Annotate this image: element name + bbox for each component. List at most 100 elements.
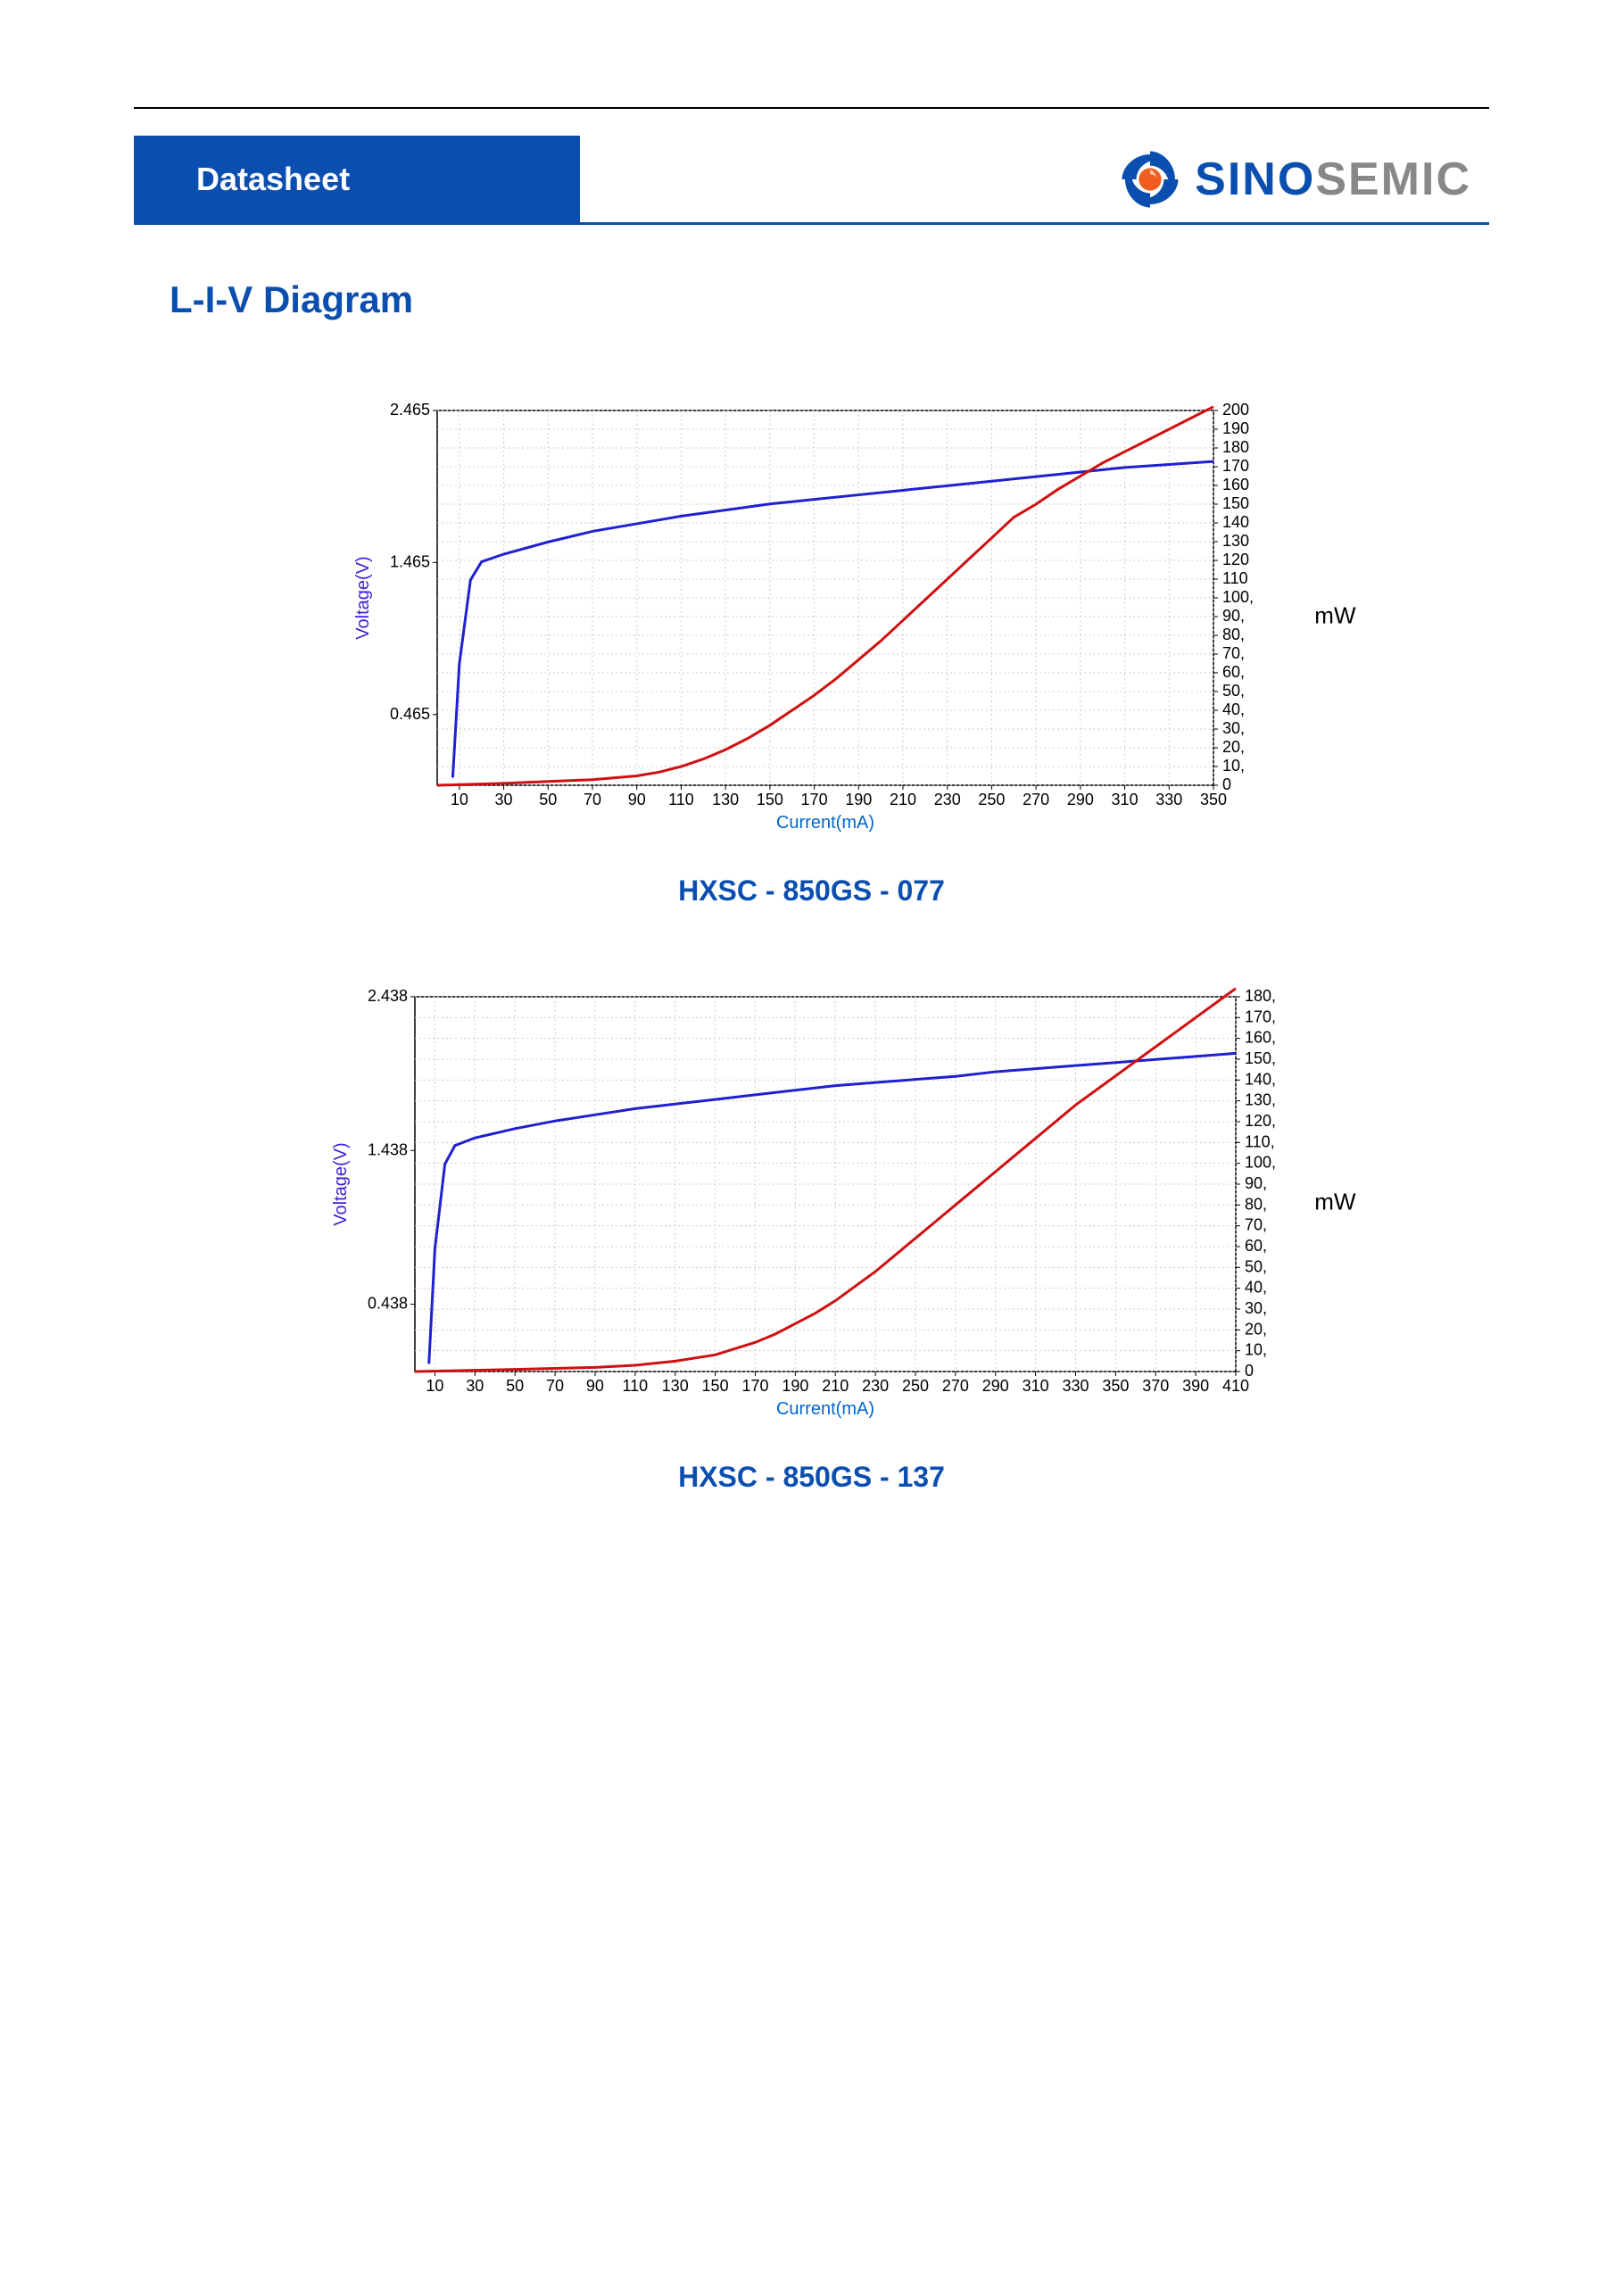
chart-container: 1030507090110130150170190210230250270290… <box>321 393 1303 839</box>
right-tick-label: 110, <box>1245 1132 1275 1150</box>
right-tick-label: 180, <box>1245 987 1276 1005</box>
right-tick-label: 60, <box>1222 663 1245 681</box>
right-tick-label: 100, <box>1245 1154 1276 1172</box>
right-tick-label: 120 <box>1222 551 1249 568</box>
right-tick-label: 140, <box>1245 1070 1276 1088</box>
liv-chart: 1030507090110130150170190210230250270290… <box>352 393 1271 839</box>
section-title: L-I-V Diagram <box>170 278 1489 321</box>
x-tick-label: 130 <box>661 1377 688 1395</box>
x-tick-label: 390 <box>1182 1377 1209 1395</box>
x-tick-label: 150 <box>701 1377 728 1395</box>
right-tick-label: 20, <box>1222 738 1245 756</box>
left-tick-label: 1.438 <box>367 1140 407 1158</box>
x-tick-label: 410 <box>1221 1377 1248 1395</box>
left-tick-label: 0.438 <box>367 1295 407 1313</box>
right-tick-label: 180 <box>1222 438 1249 456</box>
x-tick-label: 350 <box>1102 1377 1129 1395</box>
right-tick-label: 80, <box>1222 626 1245 643</box>
right-tick-label: 0 <box>1222 775 1231 793</box>
x-tick-label: 90 <box>627 791 645 808</box>
right-tick-label: 10, <box>1245 1341 1267 1359</box>
x-axis-label: Current(mA) <box>775 1399 874 1419</box>
x-tick-label: 110 <box>622 1377 648 1395</box>
right-tick-label: 150, <box>1245 1049 1276 1067</box>
logo-icon <box>1119 148 1181 211</box>
header-rule <box>134 107 1489 109</box>
right-tick-label: 40, <box>1222 700 1245 718</box>
x-tick-label: 330 <box>1155 791 1182 808</box>
x-tick-label: 90 <box>585 1377 603 1395</box>
x-tick-label: 110 <box>668 791 694 808</box>
x-tick-label: 30 <box>494 791 512 808</box>
right-axis-label: mW <box>1314 602 1355 630</box>
right-tick-label: 50, <box>1245 1257 1267 1275</box>
x-tick-label: 270 <box>941 1377 968 1395</box>
right-tick-label: 140 <box>1222 513 1249 531</box>
x-tick-label: 250 <box>978 791 1005 808</box>
x-tick-label: 50 <box>539 791 557 808</box>
x-tick-label: 10 <box>450 791 468 808</box>
x-tick-label: 70 <box>546 1377 564 1395</box>
x-tick-label: 290 <box>981 1377 1008 1395</box>
liv-chart: 10 30 50 70 90 110 130 150 170 190 210 230 250 270 290… <box>330 979 1294 1425</box>
x-tick-label: 350 <box>1199 791 1226 808</box>
x-tick-label: 230 <box>933 791 960 808</box>
x-tick-label: 150 <box>756 791 783 808</box>
right-axis-label: mW <box>1314 1189 1355 1216</box>
x-tick-label: 130 <box>712 791 739 808</box>
right-tick-label: 60, <box>1245 1237 1267 1255</box>
chart-caption: HXSC - 850GS - 137 <box>134 1461 1489 1494</box>
right-tick-label: 90, <box>1245 1174 1267 1192</box>
x-tick-label: 230 <box>862 1377 889 1395</box>
right-tick-label: 160, <box>1245 1029 1276 1047</box>
x-tick-label: 210 <box>822 1377 849 1395</box>
x-tick-label: 370 <box>1142 1377 1169 1395</box>
x-tick-label: 10 <box>426 1377 443 1395</box>
x-axis-label: Current(mA) <box>775 813 874 833</box>
y-axis-left-label: Voltage(V) <box>353 556 373 639</box>
logo-sino: SINO <box>1195 153 1315 205</box>
x-tick-label: 190 <box>845 791 872 808</box>
left-tick-label: 2.465 <box>389 401 429 419</box>
y-axis-left-label: Voltage(V) <box>331 1142 351 1225</box>
x-tick-label: 30 <box>466 1377 484 1395</box>
left-tick-label: 2.438 <box>367 987 407 1005</box>
x-tick-label: 330 <box>1062 1377 1089 1395</box>
right-tick-label: 120, <box>1245 1112 1276 1130</box>
datasheet-label: Datasheet <box>134 136 580 222</box>
logo-semic: SEMIC <box>1315 153 1471 205</box>
x-tick-label: 70 <box>583 791 600 808</box>
left-tick-label: 0.465 <box>389 705 429 723</box>
right-tick-label: 30, <box>1245 1299 1267 1317</box>
x-tick-label: 50 <box>506 1377 524 1395</box>
x-tick-label: 270 <box>1023 791 1049 808</box>
right-tick-label: 150 <box>1222 494 1249 512</box>
right-tick-label: 10, <box>1222 757 1245 775</box>
right-tick-label: 50, <box>1222 682 1245 700</box>
logo-area: SINOSEMIC <box>580 136 1489 222</box>
right-tick-label: 70, <box>1245 1216 1267 1234</box>
right-tick-label: 170 <box>1222 457 1249 475</box>
left-tick-label: 1.465 <box>389 552 429 570</box>
right-tick-label: 130 <box>1222 532 1249 550</box>
right-tick-label: 110 <box>1222 569 1248 587</box>
x-tick-label: 170 <box>800 791 827 808</box>
chart-container: 10 30 50 70 90 110 130 150 170 190 210 230 250 270 290… <box>321 979 1303 1425</box>
x-tick-label: 170 <box>741 1377 768 1395</box>
right-tick-label: 70, <box>1222 644 1245 662</box>
header-bar: Datasheet SINOSEMIC <box>134 136 1489 225</box>
logo-text: SINOSEMIC <box>1195 153 1471 206</box>
x-tick-label: 310 <box>1111 791 1138 808</box>
right-tick-label: 170, <box>1245 1007 1276 1025</box>
x-tick-label: 250 <box>901 1377 928 1395</box>
chart-caption: HXSC - 850GS - 077 <box>134 874 1489 908</box>
right-tick-label: 30, <box>1222 719 1245 737</box>
right-tick-label: 80, <box>1245 1195 1267 1213</box>
right-tick-label: 20, <box>1245 1320 1267 1338</box>
x-tick-label: 190 <box>782 1377 808 1395</box>
right-tick-label: 200 <box>1222 401 1249 419</box>
right-tick-label: 160 <box>1222 476 1249 493</box>
x-tick-label: 310 <box>1022 1377 1048 1395</box>
x-tick-label: 290 <box>1066 791 1093 808</box>
right-tick-label: 0 <box>1245 1362 1254 1380</box>
